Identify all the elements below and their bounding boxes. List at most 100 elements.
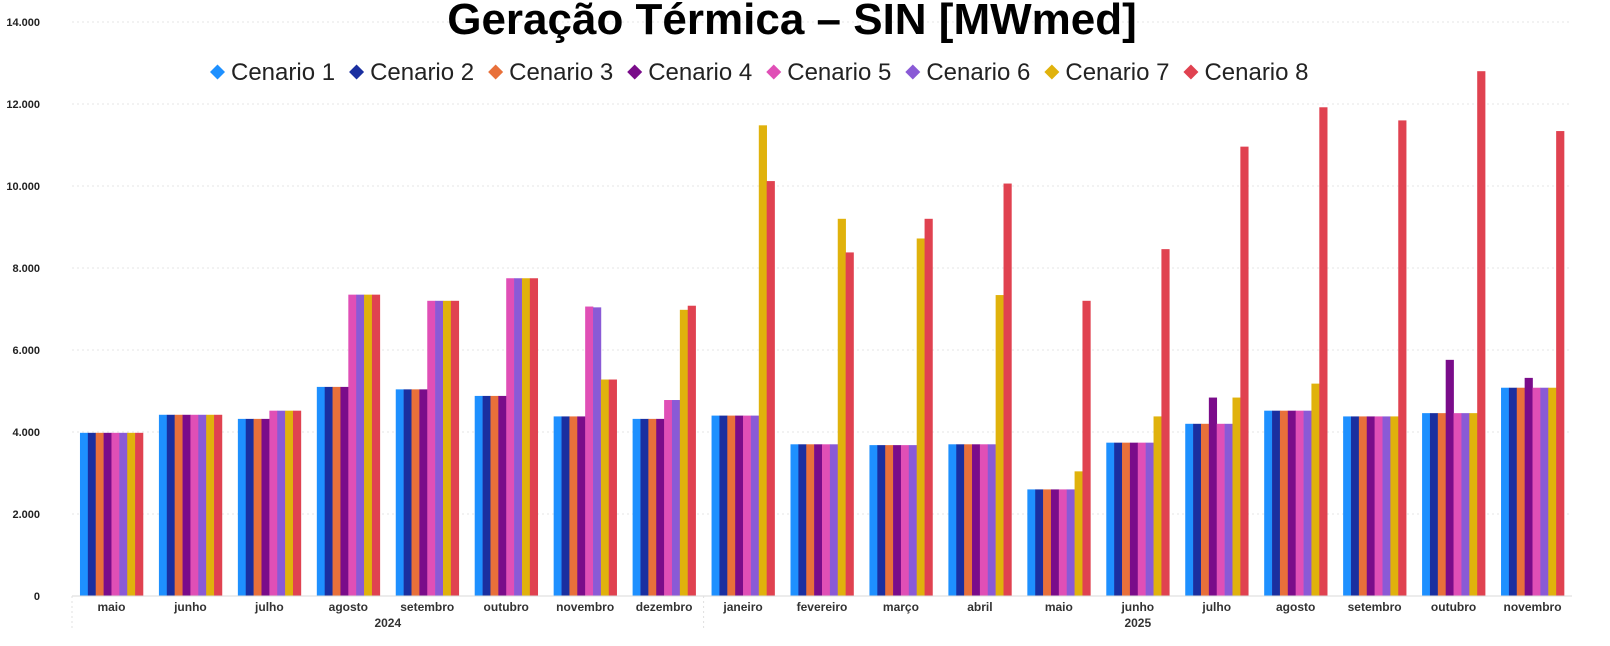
- bar-cenario-1-1: [158, 414, 168, 596]
- bar-cenario-8-9: [845, 252, 854, 597]
- bar-cenario-2-18: [1508, 387, 1518, 596]
- bar-cenario-7-4: [443, 300, 452, 596]
- bar-cenario-5-2: [269, 410, 278, 596]
- x-tick-label: abril: [967, 600, 992, 614]
- bar-cenario-5-8: [743, 415, 752, 596]
- bar-cenario-3-3: [332, 386, 341, 596]
- bar-cenario-1-17: [1422, 413, 1431, 596]
- bar-cenario-2-11: [956, 444, 965, 596]
- bar-cenario-1-6: [553, 416, 562, 596]
- x-tick-label: junho: [1120, 600, 1154, 614]
- bar-cenario-1-15: [1264, 410, 1273, 596]
- bar-cenario-8-14: [1240, 146, 1249, 596]
- bar-cenario-6-13: [1145, 442, 1154, 596]
- chart-title: Geração Térmica – SIN [MWmed]: [447, 0, 1137, 44]
- bar-cenario-2-6: [561, 416, 570, 596]
- bar-cenario-2-1: [166, 414, 175, 596]
- legend-label: Cenario 4: [648, 59, 752, 86]
- x-tick-label: dezembro: [636, 600, 693, 614]
- bar-cenario-7-14: [1232, 397, 1241, 596]
- bar-cenario-5-14: [1216, 423, 1225, 596]
- year-label: 2024: [374, 616, 401, 630]
- bar-cenario-8-0: [135, 432, 144, 596]
- bar-cenario-2-17: [1429, 413, 1439, 596]
- legend-diamond-icon: [488, 64, 504, 80]
- bar-cenario-6-6: [593, 307, 602, 596]
- bar-cenario-3-7: [648, 418, 657, 596]
- x-tick-label: maio: [97, 600, 125, 614]
- bar-cenario-3-13: [1122, 442, 1131, 596]
- legend-item-cenario-1: Cenario 1: [210, 59, 335, 86]
- y-tick-label: 6.000: [12, 345, 40, 357]
- bar-cenario-2-2: [245, 418, 254, 596]
- bar-cenario-8-1: [214, 414, 223, 596]
- bar-cenario-5-6: [585, 306, 594, 596]
- bar-cenario-6-17: [1461, 413, 1470, 596]
- x-tick-label: fevereiro: [797, 600, 848, 614]
- bar-cenario-5-9: [822, 444, 831, 596]
- legend-item-cenario-3: Cenario 3: [488, 59, 613, 86]
- bar-cenario-1-13: [1106, 442, 1115, 596]
- bar-cenario-8-10: [924, 218, 933, 597]
- bar-cenario-4-7: [656, 418, 665, 596]
- bar-cenario-7-13: [1153, 416, 1162, 596]
- bar-cenario-2-12: [1035, 489, 1044, 596]
- bar-cenario-4-13: [1129, 442, 1139, 596]
- bar-cenario-8-11: [1003, 183, 1012, 597]
- y-tick-label: 8.000: [12, 263, 40, 275]
- bar-cenario-7-11: [995, 295, 1004, 596]
- bar-cenario-4-12: [1050, 489, 1060, 596]
- bar-cenario-6-11: [987, 444, 996, 596]
- legend-item-cenario-2: Cenario 2: [349, 59, 474, 86]
- bar-cenario-5-13: [1137, 442, 1146, 596]
- legend-diamond-icon: [627, 64, 643, 80]
- bar-cenario-3-8: [727, 415, 736, 596]
- bar-cenario-5-7: [664, 400, 673, 596]
- bars: [79, 71, 1565, 597]
- bar-cenario-5-5: [506, 278, 515, 596]
- y-tick-label: 2.000: [12, 509, 40, 521]
- legend-item-cenario-7: Cenario 7: [1044, 59, 1169, 86]
- legend-label: Cenario 8: [1204, 59, 1308, 86]
- y-tick-label: 4.000: [12, 427, 40, 439]
- y-tick-label: 12.000: [6, 99, 40, 111]
- bar-cenario-8-7: [687, 305, 696, 596]
- bar-cenario-7-18: [1548, 387, 1557, 596]
- bar-cenario-6-9: [829, 444, 839, 596]
- bar-cenario-5-10: [900, 445, 910, 596]
- legend-item-cenario-6: Cenario 6: [905, 59, 1030, 86]
- bar-cenario-7-0: [127, 432, 136, 596]
- legend-diamond-icon: [349, 64, 365, 80]
- bar-cenario-5-3: [348, 294, 357, 596]
- bar-cenario-6-1: [198, 414, 207, 596]
- bar-cenario-1-11: [948, 444, 957, 596]
- bar-cenario-8-5: [529, 278, 539, 596]
- bar-cenario-5-16: [1374, 416, 1383, 596]
- x-tick-label: novembro: [1504, 600, 1562, 614]
- x-tick-label: julho: [1201, 600, 1231, 614]
- bar-cenario-3-0: [95, 432, 104, 596]
- x-tick-label: outubro: [484, 600, 529, 614]
- bar-cenario-3-11: [964, 444, 973, 596]
- bar-cenario-3-15: [1279, 410, 1289, 596]
- bar-cenario-5-0: [111, 432, 120, 596]
- legend-label: Cenario 3: [509, 59, 613, 86]
- bar-cenario-7-9: [837, 218, 846, 597]
- bar-cenario-7-17: [1469, 413, 1478, 596]
- bar-cenario-7-3: [364, 294, 373, 596]
- bar-cenario-8-15: [1319, 107, 1328, 596]
- bar-cenario-5-1: [190, 414, 199, 596]
- legend-label: Cenario 2: [370, 59, 474, 86]
- bar-cenario-6-5: [514, 278, 523, 596]
- bar-cenario-2-16: [1351, 416, 1360, 596]
- legend-diamond-icon: [1183, 64, 1199, 80]
- bar-cenario-7-1: [206, 414, 215, 596]
- bar-cenario-4-10: [893, 445, 902, 596]
- bar-cenario-4-4: [419, 389, 428, 596]
- bar-cenario-6-16: [1382, 416, 1391, 596]
- bar-cenario-6-12: [1066, 489, 1075, 596]
- x-tick-label: setembro: [400, 600, 454, 614]
- bar-cenario-3-2: [253, 418, 262, 596]
- bar-cenario-4-8: [735, 415, 744, 596]
